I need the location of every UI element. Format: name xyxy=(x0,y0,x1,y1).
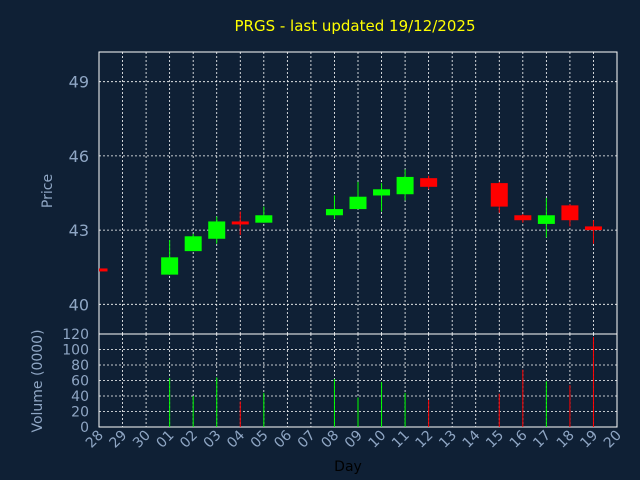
volume-tick-label: 20 xyxy=(71,405,89,421)
x-tick-label: 10 xyxy=(365,428,389,452)
price-tick-label: 49 xyxy=(69,73,89,92)
x-tick-label: 03 xyxy=(201,428,225,452)
x-tick-label: 04 xyxy=(224,427,248,451)
candle-body xyxy=(584,226,602,231)
x-tick-label: 29 xyxy=(106,428,130,452)
x-tick-label: 07 xyxy=(295,428,319,452)
x-tick-label: 02 xyxy=(177,428,201,452)
candle-body xyxy=(99,268,108,272)
x-tick-label: 11 xyxy=(389,428,413,452)
price-panel: 40 43 46 49 xyxy=(69,51,618,335)
volume-axis-label: Volume (0000) xyxy=(30,329,46,432)
candle-body xyxy=(208,221,226,239)
price-tick-label: 43 xyxy=(69,221,89,240)
x-axis: 28 29 30 01 02 03 04 05 06 07 08 09 10 11 12 13 14 15 16 17… xyxy=(83,427,625,451)
candle-body xyxy=(514,215,532,221)
x-tick-label: 19 xyxy=(577,428,601,452)
candle-body xyxy=(349,196,367,210)
candle-body xyxy=(561,205,579,221)
x-tick-label: 14 xyxy=(460,427,484,451)
price-axis-label: Price xyxy=(40,174,56,208)
candle-body xyxy=(255,215,273,223)
x-tick-label: 30 xyxy=(130,428,154,452)
x-tick-label: 16 xyxy=(507,427,531,451)
x-tick-label: 06 xyxy=(271,427,295,451)
candle-body xyxy=(373,189,391,196)
x-tick-label: 05 xyxy=(248,428,272,452)
candle-body xyxy=(161,257,179,275)
x-tick-label: 01 xyxy=(154,428,178,452)
volume-tick-label: 120 xyxy=(62,327,89,343)
volume-tick-label: 40 xyxy=(71,389,89,405)
candle-body xyxy=(537,215,555,224)
volume-tick-label: 100 xyxy=(62,343,89,359)
candle-body xyxy=(420,178,438,187)
candle-body xyxy=(325,209,343,216)
x-tick-label: 13 xyxy=(436,428,460,452)
candle-body xyxy=(396,176,414,195)
volume-tick-label: 60 xyxy=(71,374,89,390)
x-tick-label: 17 xyxy=(530,428,554,452)
x-axis-label: Day xyxy=(334,459,362,475)
volume-tick-label: 0 xyxy=(80,420,89,436)
x-tick-label: 18 xyxy=(554,428,578,452)
x-tick-label: 15 xyxy=(483,428,507,452)
x-tick-label: 20 xyxy=(601,428,625,452)
x-tick-label: 08 xyxy=(318,428,342,452)
price-tick-label: 46 xyxy=(69,147,89,166)
candle-body xyxy=(231,221,249,225)
volume-tick-label: 80 xyxy=(71,358,89,374)
chart-title: PRGS - last updated 19/12/2025 xyxy=(235,17,476,35)
candle-body xyxy=(490,183,508,207)
candle-body xyxy=(184,236,202,252)
x-tick-label: 09 xyxy=(342,428,366,452)
price-tick-label: 40 xyxy=(69,295,89,314)
x-tick-label: 12 xyxy=(413,428,437,452)
